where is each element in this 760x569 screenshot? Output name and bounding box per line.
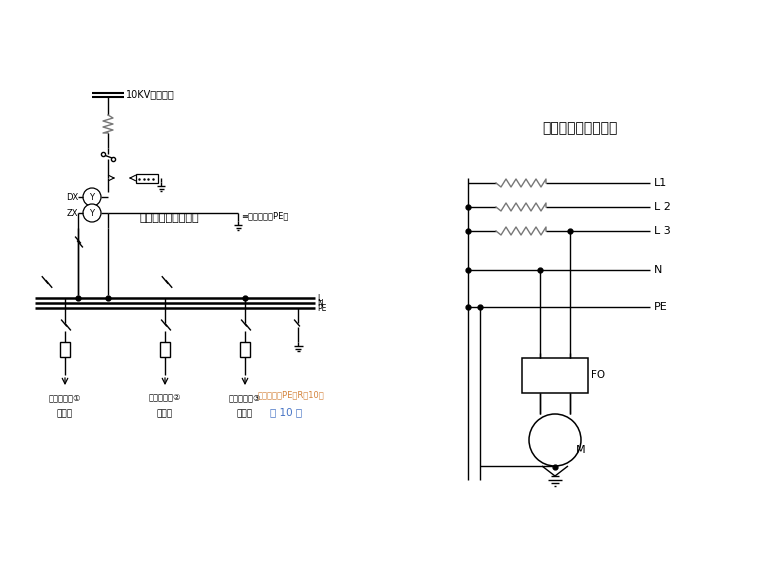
Text: L1: L1 (654, 178, 667, 188)
Text: L: L (317, 294, 321, 303)
Text: Y: Y (90, 208, 94, 217)
Circle shape (83, 188, 101, 206)
Text: 三级配电箱③: 三级配电箱③ (229, 394, 261, 402)
Text: PE: PE (317, 303, 326, 312)
Text: 第 10 页: 第 10 页 (270, 407, 302, 417)
Text: N: N (654, 265, 663, 275)
Text: ZX: ZX (67, 208, 78, 217)
Text: 三级筱: 三级筱 (237, 410, 253, 419)
Text: 二级配电箱②: 二级配电箱② (149, 394, 181, 402)
Text: 重复接地（PE）R＜10欧: 重复接地（PE）R＜10欧 (258, 390, 325, 399)
Bar (136, 174, 158, 183)
Text: FO: FO (591, 370, 605, 381)
Text: Y: Y (90, 192, 94, 201)
Bar (60, 342, 70, 357)
Bar (240, 342, 250, 357)
Text: DX: DX (66, 192, 78, 201)
Text: L 3: L 3 (654, 226, 671, 236)
Text: 漏电保护器接线方式: 漏电保护器接线方式 (543, 121, 618, 135)
Text: L 2: L 2 (654, 202, 671, 212)
Circle shape (529, 414, 581, 466)
Circle shape (83, 204, 101, 222)
Bar (522, 358, 588, 393)
Text: N: N (317, 299, 323, 307)
Text: 三级筱: 三级筱 (157, 410, 173, 419)
Bar (160, 342, 170, 357)
Text: PE: PE (654, 302, 668, 312)
Text: 总配电箱（一级箱）: 总配电箱（一级箱） (140, 213, 200, 223)
Text: 二级配电箱①: 二级配电箱① (49, 394, 81, 402)
Text: 三级筱: 三级筱 (57, 410, 73, 419)
Text: 10KV电源进线: 10KV电源进线 (126, 89, 175, 99)
Text: M: M (576, 445, 586, 455)
Text: ≡保护接零（PE）: ≡保护接零（PE） (241, 212, 288, 221)
